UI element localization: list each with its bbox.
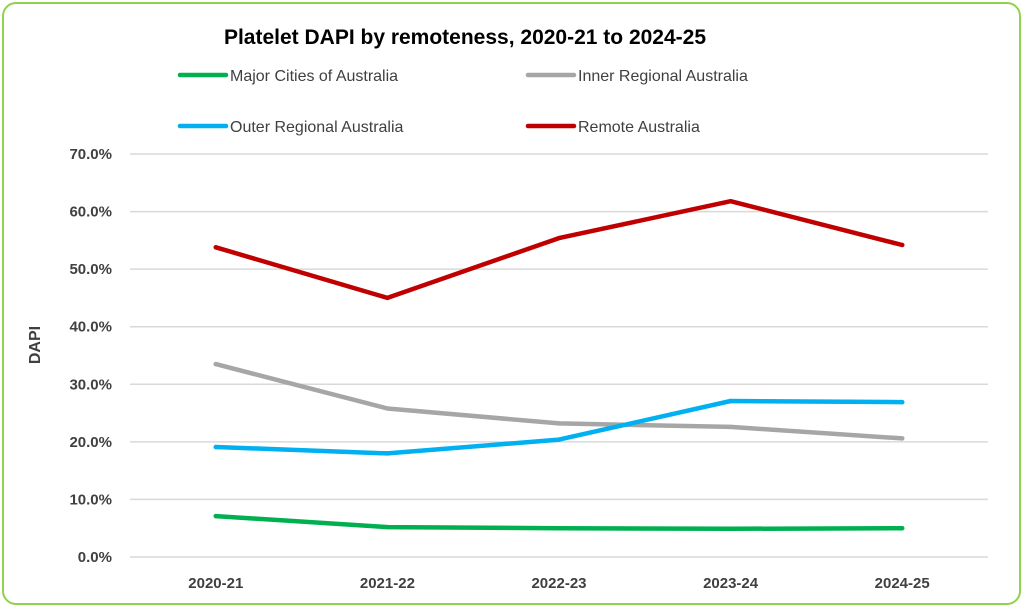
data-point xyxy=(213,513,218,519)
y-tick-label: 50.0% xyxy=(69,261,112,278)
series-lines xyxy=(213,198,905,532)
data-point xyxy=(728,526,733,531)
gridlines xyxy=(130,153,988,558)
legend: Major Cities of Australia Inner Regional … xyxy=(177,68,748,136)
data-point xyxy=(900,526,905,531)
legend-item: Major Cities of Australia xyxy=(177,68,398,85)
data-point xyxy=(385,406,390,411)
data-point xyxy=(556,235,562,241)
legend-item: Outer Regional Australia xyxy=(177,119,404,136)
data-point xyxy=(900,399,905,405)
y-axis-label: DAPI xyxy=(27,326,44,364)
y-tick-label: 70.0% xyxy=(69,146,112,163)
data-point xyxy=(900,436,905,441)
legend-item: Inner Regional Australia xyxy=(525,68,748,85)
y-tick-label: 10.0% xyxy=(69,491,112,508)
data-point xyxy=(728,424,733,430)
data-point xyxy=(213,444,218,450)
data-point xyxy=(385,524,390,530)
y-axis-ticks: 0.0% 10.0% 20.0% 30.0% 40.0% 50.0% 60.0% 70.0% xyxy=(69,146,112,566)
data-point xyxy=(728,398,733,404)
data-point xyxy=(900,242,905,248)
y-tick-label: 60.0% xyxy=(69,204,112,221)
series-line-3 xyxy=(213,398,905,456)
chart-title: Platelet DAPI by remoteness, 2020-21 to … xyxy=(224,26,706,49)
legend-label: Outer Regional Australia xyxy=(230,119,404,136)
x-tick-label: 2021-22 xyxy=(360,575,415,592)
x-tick-label: 2020-21 xyxy=(188,575,243,592)
data-point xyxy=(385,451,390,456)
legend-label: Inner Regional Australia xyxy=(578,68,748,85)
data-point xyxy=(556,437,562,442)
legend-label: Remote Australia xyxy=(578,119,700,136)
legend-label: Major Cities of Australia xyxy=(230,68,398,85)
data-point xyxy=(556,526,562,531)
y-tick-label: 20.0% xyxy=(69,434,112,451)
data-point xyxy=(728,199,733,204)
x-tick-label: 2023-24 xyxy=(703,575,759,592)
x-axis-ticks: 2020-21 2021-22 2022-23 2023-24 2024-25 xyxy=(188,575,929,592)
x-tick-label: 2024-25 xyxy=(875,575,930,592)
y-tick-label: 0.0% xyxy=(78,549,112,566)
data-point xyxy=(213,361,218,367)
y-tick-label: 40.0% xyxy=(69,319,112,336)
data-point xyxy=(556,421,562,426)
legend-item: Remote Australia xyxy=(525,119,700,136)
data-point xyxy=(385,295,390,301)
data-point xyxy=(213,245,218,250)
y-tick-label: 30.0% xyxy=(69,376,112,393)
x-tick-label: 2022-23 xyxy=(531,575,586,592)
series-line-4 xyxy=(213,198,905,301)
